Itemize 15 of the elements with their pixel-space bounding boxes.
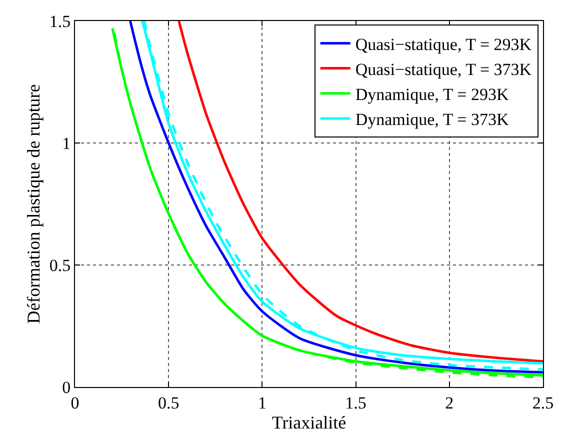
x-tick-label: 0.5: [158, 393, 180, 412]
y-tick-label: 1: [62, 134, 71, 153]
y-tick-label: 0: [62, 378, 71, 397]
legend-label: Dynamique, T = 373K: [355, 110, 510, 130]
x-tick-label: 1: [258, 393, 266, 412]
x-axis-title: Triaxialité: [272, 412, 346, 432]
legend-label: Quasi−statique, T = 373K: [355, 60, 532, 79]
x-tick-label: 1.5: [345, 393, 366, 412]
legend-label: Quasi−statique, T = 293K: [355, 34, 532, 54]
legend-label: Dynamique, T = 293K: [355, 85, 510, 104]
y-tick-label: 1.5: [49, 12, 71, 31]
y-axis-title: Déformation plastique de rupture: [24, 84, 44, 324]
x-tick-label: 2.5: [532, 393, 554, 412]
x-tick-label: 2: [445, 393, 454, 412]
y-tick-label: 0.5: [49, 256, 71, 275]
